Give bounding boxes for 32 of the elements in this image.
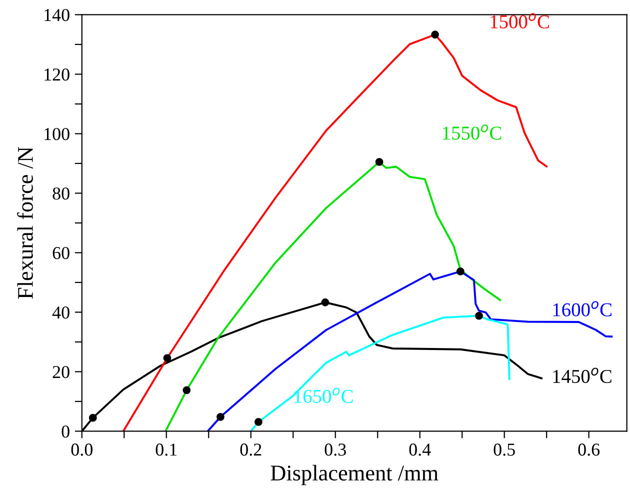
series-label: 1600$^{o}$C xyxy=(553,301,612,316)
y-tick-label: 140 xyxy=(44,8,70,22)
y-tick-label: 40 xyxy=(52,306,70,319)
y-axis-title: Flexural force /N xyxy=(17,146,33,299)
point xyxy=(475,312,483,320)
y-tick-label: 80 xyxy=(52,187,70,200)
point xyxy=(375,158,384,166)
point xyxy=(163,354,172,362)
x-tick-label: 0.6 xyxy=(578,444,600,456)
point xyxy=(88,414,97,422)
text: 1500$^{o}$C xyxy=(490,13,549,28)
point xyxy=(182,386,191,394)
y-tick-label: 0 xyxy=(62,425,70,438)
point xyxy=(321,298,330,306)
x-tick-label: 0.4 xyxy=(409,444,431,456)
x-axis-title: Displacement /mm xyxy=(270,464,438,486)
x-tick-label: 0.3 xyxy=(324,444,346,456)
point xyxy=(216,412,224,421)
point xyxy=(456,267,464,276)
point xyxy=(431,30,440,39)
series-label: 1650$^{o}$C xyxy=(294,388,353,403)
y-tick-label: 60 xyxy=(52,246,70,260)
text: 1550$^{o}$C xyxy=(443,124,502,140)
x-tick-label: 0.0 xyxy=(71,444,92,456)
y-tick-label: 120 xyxy=(44,68,70,81)
y-tick-label: 100 xyxy=(44,128,70,140)
y-tick-label: 20 xyxy=(52,366,70,378)
series-label: 1450$^{o}$C xyxy=(553,368,612,384)
x-tick-label: 0.1 xyxy=(156,444,177,456)
x-tick-label: 0.2 xyxy=(240,444,262,456)
point xyxy=(254,418,262,426)
x-tick-label: 0.5 xyxy=(494,444,515,456)
